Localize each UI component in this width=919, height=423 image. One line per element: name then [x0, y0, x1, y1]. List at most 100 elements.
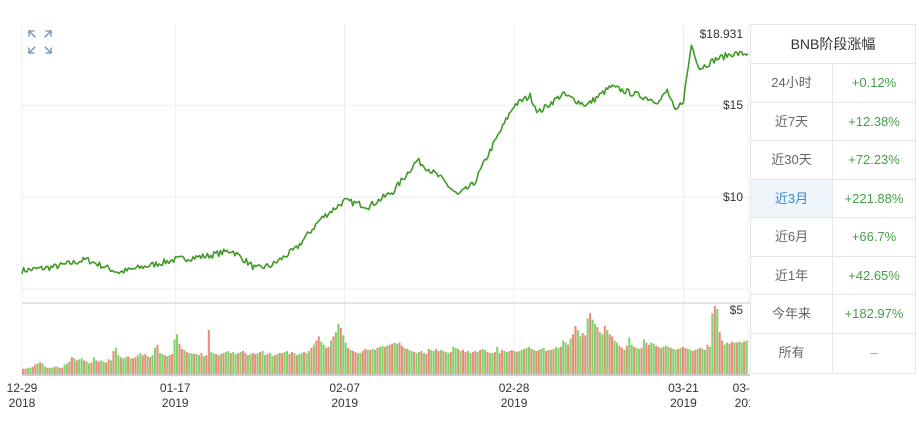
volume-bar	[224, 352, 227, 374]
volume-bar	[452, 346, 455, 374]
period-row[interactable]: 近30天 +72.23%	[751, 141, 915, 180]
volume-bar	[161, 354, 164, 374]
x-tick-date: 03-29	[733, 381, 750, 395]
volume-bar	[288, 354, 291, 374]
volume-bar	[449, 352, 452, 374]
volume-bar	[51, 367, 54, 374]
volume-bar	[476, 352, 479, 374]
volume-bar	[393, 342, 396, 374]
volume-bar	[383, 346, 386, 374]
volume-bar	[151, 355, 154, 374]
volume-bar	[616, 342, 619, 374]
period-row[interactable]: 所有 –	[751, 333, 915, 372]
volume-bar	[374, 349, 377, 374]
volume-bar	[738, 341, 741, 374]
volume-bar	[44, 366, 47, 374]
volume-bar	[256, 353, 259, 374]
y-tick-label: $15	[723, 98, 743, 112]
volume-bar	[286, 350, 289, 374]
volume-bar	[310, 347, 313, 374]
volume-bar	[378, 346, 381, 374]
volume-bar	[396, 343, 399, 374]
period-row[interactable]: 近6月 +66.7%	[751, 218, 915, 257]
volume-bar	[322, 344, 325, 374]
volume-bar	[100, 360, 103, 374]
volume-bar	[405, 348, 408, 374]
volume-bar	[107, 359, 110, 374]
volume-bar	[481, 348, 484, 374]
volume-bar	[657, 346, 660, 374]
volume-bar	[552, 348, 555, 374]
volume-bar	[73, 358, 76, 374]
period-row[interactable]: 近1年 +42.65%	[751, 256, 915, 295]
volume-bar	[530, 348, 533, 374]
period-row[interactable]: 今年来 +182.97%	[751, 295, 915, 334]
volume-bar	[70, 357, 73, 374]
volume-bar	[149, 357, 152, 374]
volume-bar	[618, 345, 621, 374]
y-tick-label: $10	[723, 190, 743, 204]
volume-bar	[205, 355, 208, 374]
volume-bar	[202, 356, 205, 374]
volume-bar	[677, 348, 680, 374]
volume-bar	[337, 323, 340, 374]
volume-bar	[381, 345, 384, 374]
volume-bar	[528, 346, 531, 374]
volume-bar	[691, 350, 694, 374]
volume-bar	[611, 336, 614, 374]
period-label: 近7天	[751, 102, 833, 140]
volume-bar	[579, 336, 582, 374]
volume-bar	[704, 349, 707, 374]
volume-bar	[706, 344, 709, 374]
volume-bar	[462, 349, 465, 374]
volume-bar	[674, 349, 677, 374]
volume-bar	[696, 348, 699, 374]
volume-bar	[295, 355, 298, 374]
volume-bar	[694, 349, 697, 374]
volume-bar	[83, 360, 86, 374]
volume-bar	[92, 357, 95, 374]
panel-title: BNB阶段涨幅	[751, 25, 915, 64]
volume-bar	[300, 353, 303, 374]
volume-bar	[254, 354, 257, 374]
volume-bar	[598, 332, 601, 374]
volume-bar	[735, 342, 738, 374]
volume-bar	[344, 342, 347, 374]
volume-bar	[320, 341, 323, 374]
volume-bar	[525, 347, 528, 374]
volume-bar	[185, 352, 188, 374]
volume-bar	[369, 349, 372, 374]
period-row[interactable]: 近7天 +12.38%	[751, 102, 915, 141]
volume-bar	[486, 352, 489, 374]
volume-bar	[430, 349, 433, 374]
volume-bar	[642, 339, 645, 374]
volume-bar	[264, 355, 267, 374]
volume-bar	[144, 354, 147, 374]
volume-bar	[425, 354, 428, 374]
volume-bar	[347, 347, 350, 374]
volume-bar	[166, 356, 169, 374]
volume-bar	[119, 357, 122, 374]
volume-bar	[633, 346, 636, 374]
volume-bar	[154, 347, 157, 374]
volume-bar	[613, 340, 616, 374]
volume-bar	[574, 325, 577, 374]
volume-bar	[437, 350, 440, 374]
volume-bar	[327, 346, 330, 374]
volume-bar	[713, 306, 716, 374]
volume-bar	[596, 326, 599, 374]
volume-bar	[398, 342, 401, 374]
expand-icon	[28, 30, 52, 54]
y-tick-label: $5	[730, 303, 744, 317]
volume-bar	[545, 350, 548, 374]
volume-bar	[361, 350, 364, 374]
period-row[interactable]: 近3月 +221.88%	[751, 179, 915, 218]
volume-bar	[303, 352, 306, 374]
expand-button[interactable]	[27, 29, 53, 55]
volume-bar	[432, 350, 435, 374]
period-row[interactable]: 24小时 +0.12%	[751, 64, 915, 103]
price-series	[21, 44, 749, 275]
volume-bar	[718, 332, 721, 374]
volume-bar	[356, 353, 359, 374]
volume-bar	[581, 333, 584, 374]
